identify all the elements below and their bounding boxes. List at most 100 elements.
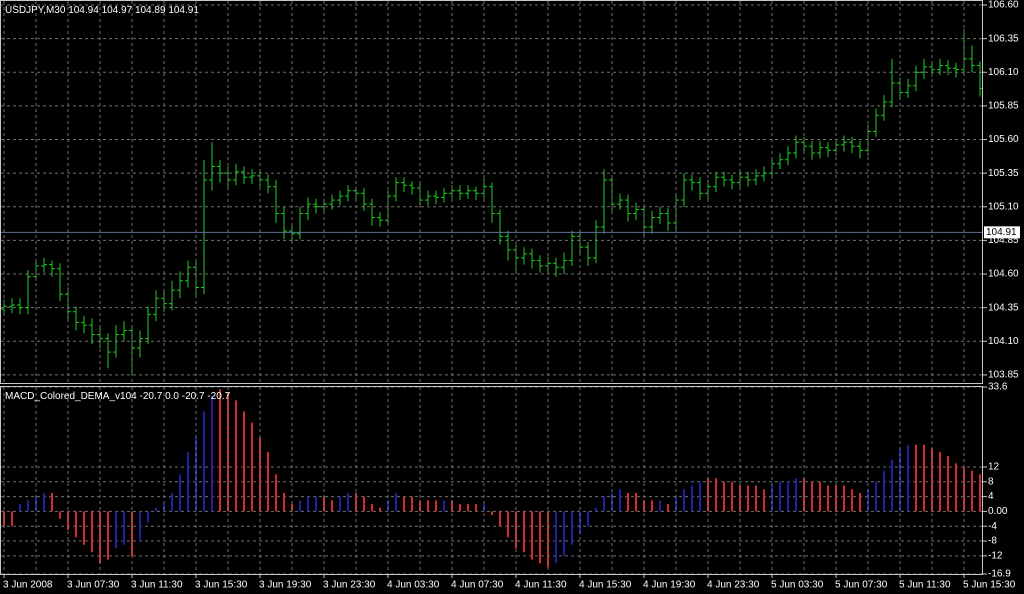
y-tick-label: 4 [988,491,994,502]
y-tick-label: 105.85 [988,101,1019,112]
y-tick-label: 106.10 [988,67,1019,78]
histogram-bar [219,389,221,512]
histogram-bar [763,489,765,512]
histogram-bar [907,444,909,512]
histogram-bar [51,492,53,512]
ohlc-high: 104.97 [102,5,133,16]
histogram-bar [59,511,61,519]
histogram-bar [403,496,405,512]
histogram-bar [27,500,29,512]
histogram-bar [787,481,789,512]
histogram-bar [155,507,157,512]
y-tick-label: 105.35 [988,168,1019,179]
histogram-bar [755,485,757,512]
histogram-bar [835,485,837,512]
y-tick-label: 0.00 [988,506,1008,517]
indicator-header: MACD_Colored_DEMA_v104 -20.7 0.0 -20.7 -… [5,391,231,402]
y-tick-label: 105.60 [988,134,1019,145]
histogram-bar [659,500,661,512]
histogram-bar [379,507,381,512]
histogram-bar [795,478,797,512]
histogram-bar [43,492,45,512]
symbol: USDJPY,M30 [5,5,66,16]
y-tick-label: -12 [988,550,1003,561]
histogram-bar [603,496,605,512]
x-tick-label: 4 Jun 19:30 [643,580,696,591]
x-tick-label: 4 Jun 07:30 [451,580,504,591]
histogram-bar [979,474,981,512]
histogram-bar [411,496,413,512]
histogram-bar [955,463,957,512]
histogram-bar [347,492,349,512]
histogram-bar [19,504,21,512]
ohlc-close: 104.91 [168,5,199,16]
histogram-bar [339,496,341,512]
histogram-bar [515,511,517,549]
y-tick-label: 33.6 [988,382,1008,393]
histogram-bar [635,492,637,512]
histogram-bar [419,500,421,512]
histogram-bar [243,411,245,512]
histogram-bar [467,504,469,512]
histogram-bar [747,485,749,512]
x-tick-label: 5 Jun 11:30 [899,580,951,591]
histogram-bar [491,511,493,516]
histogram-bar [563,511,565,556]
y-tick-label: 106.60 [988,0,1019,11]
x-tick-label: 3 Jun 11:30 [131,580,183,591]
histogram-bar [251,422,253,512]
indicator-name: MACD_Colored_DEMA_v104 [5,391,137,402]
histogram-bar [915,444,917,512]
histogram-bar [619,489,621,512]
histogram-bar [259,437,261,512]
price-header: USDJPY,M30 104.94 104.97 104.89 104.91 [5,5,199,16]
y-tick-label: 8 [988,476,994,487]
histogram-bar [3,511,5,527]
histogram-bar [555,511,557,564]
y-tick-label: -8 [988,536,997,547]
histogram-bar [683,489,685,512]
histogram-bar [443,500,445,512]
histogram-bar [195,437,197,512]
histogram-bar [627,492,629,512]
histogram-bar [867,489,869,512]
histogram-bar [803,478,805,512]
histogram-bar [891,459,893,512]
histogram-bar [459,504,461,512]
indicator-values: -20.7 0.0 -20.7 -20.7 [140,391,231,402]
x-tick-label: 3 Jun 23:30 [323,580,376,591]
histogram-bar [883,470,885,512]
histogram-bar [435,500,437,512]
histogram-bar [507,511,509,538]
y-tick-label: 106.35 [988,33,1019,44]
y-tick-label: -16.9 [988,569,1011,580]
y-tick-label: 104.60 [988,269,1019,280]
y-tick-label: 104.35 [988,302,1019,313]
histogram-bar [363,496,365,512]
histogram-bar [539,511,541,564]
histogram-bar [971,470,973,512]
histogram-bar [475,504,477,512]
histogram-bar [387,500,389,512]
histogram-bar [811,481,813,512]
histogram-bar [771,485,773,512]
histogram-bar [299,500,301,512]
y-tick-label: 103.85 [988,370,1019,381]
x-tick-label: 3 Jun 07:30 [67,580,120,591]
histogram-bar [851,489,853,512]
histogram-bar [595,507,597,512]
histogram-bar [331,500,333,512]
histogram-bar [731,481,733,512]
histogram-bar [843,485,845,512]
bid-label-box [984,226,1020,239]
x-tick-label: 4 Jun 23:30 [707,580,760,591]
histogram-bar [35,496,37,512]
histogram-bar [651,500,653,512]
histogram-bar [875,481,877,512]
histogram-bar [187,452,189,512]
histogram-bar [211,396,213,512]
histogram-bar [723,481,725,512]
